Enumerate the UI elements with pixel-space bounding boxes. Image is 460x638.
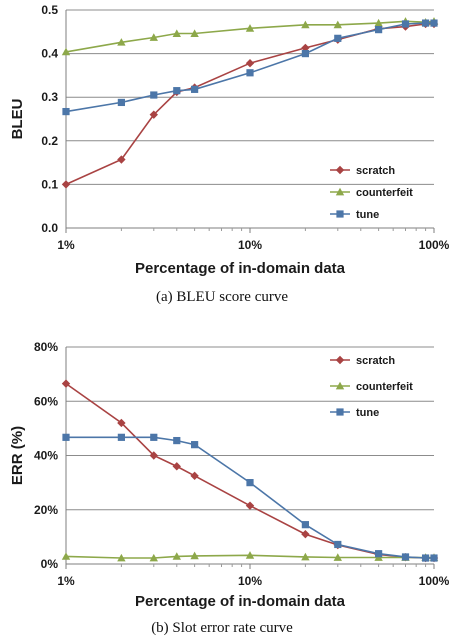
data-point-counterfeit bbox=[190, 29, 199, 37]
data-point-tune bbox=[246, 69, 254, 77]
data-point-scratch bbox=[117, 155, 126, 164]
data-point-scratch bbox=[149, 451, 158, 460]
data-point-counterfeit bbox=[301, 552, 310, 561]
data-point-counterfeit bbox=[333, 20, 342, 29]
data-point-tune bbox=[150, 91, 158, 99]
x-axis-label: Percentage of in-domain data bbox=[135, 260, 346, 277]
data-point-scratch bbox=[190, 471, 199, 481]
data-point-scratch bbox=[117, 418, 126, 428]
x-tick-label: 100% bbox=[419, 574, 450, 588]
series-tune bbox=[62, 19, 438, 116]
data-point-tune bbox=[334, 34, 342, 42]
x-tick-label: 1% bbox=[57, 574, 75, 588]
data-point-tune bbox=[191, 441, 199, 449]
x-tick-label: 10% bbox=[238, 238, 262, 252]
chart-1: 0.0 0.1 0.2 0.3 0.4 0.5 1% 10% 100% Percentage of… bbox=[9, 3, 450, 277]
x-tick-label: 1% bbox=[57, 238, 75, 252]
legend-marker-tune bbox=[336, 408, 344, 416]
data-point-counterfeit bbox=[374, 18, 383, 27]
data-point-tune bbox=[375, 26, 383, 34]
y-tick-label: 0.0 bbox=[41, 221, 58, 235]
data-point-tune bbox=[301, 521, 309, 529]
data-point-scratch bbox=[61, 180, 71, 189]
data-point-tune bbox=[150, 433, 158, 441]
legend-label-counterfeit: counterfeit bbox=[356, 187, 413, 199]
y-tick-label: 0.2 bbox=[41, 134, 58, 148]
series-tune bbox=[62, 433, 438, 562]
data-point-tune bbox=[334, 540, 342, 549]
x-tick-label: 10% bbox=[238, 574, 262, 588]
data-point-scratch bbox=[172, 462, 181, 471]
legend: scratch counterfeit tune bbox=[330, 165, 413, 221]
data-point-counterfeit bbox=[61, 47, 71, 56]
data-point-tune bbox=[117, 433, 125, 441]
data-point-tune bbox=[430, 19, 438, 27]
data-point-counterfeit bbox=[245, 551, 255, 559]
data-point-counterfeit bbox=[117, 38, 126, 46]
legend-label-counterfeit: counterfeit bbox=[356, 381, 413, 393]
figure-caption: (b) Slot error rate curve bbox=[151, 620, 293, 636]
data-point-tune bbox=[246, 479, 254, 487]
legend-label-tune: tune bbox=[356, 407, 379, 419]
y-tick-label: 60% bbox=[34, 394, 58, 408]
data-point-tune bbox=[191, 85, 199, 93]
x-tick-label: 100% bbox=[419, 238, 450, 252]
data-point-tune bbox=[421, 19, 430, 27]
data-point-scratch bbox=[61, 379, 71, 388]
data-point-scratch bbox=[301, 529, 310, 539]
series-counterfeit bbox=[61, 17, 439, 56]
legend-marker-scratch bbox=[335, 165, 345, 175]
data-point-tune bbox=[173, 87, 181, 95]
data-point-tune bbox=[401, 20, 410, 28]
data-point-counterfeit bbox=[172, 552, 181, 560]
y-tick-label: 0.4 bbox=[41, 47, 58, 61]
data-point-tune bbox=[375, 550, 383, 558]
data-point-counterfeit bbox=[333, 553, 342, 561]
y-tick-label: 20% bbox=[34, 503, 58, 517]
data-point-counterfeit bbox=[61, 552, 71, 560]
y-tick-label: 80% bbox=[34, 340, 58, 354]
data-point-tune bbox=[62, 107, 70, 116]
legend-marker-counterfeit bbox=[335, 381, 345, 390]
legend-label-tune: tune bbox=[356, 209, 379, 221]
data-point-counterfeit bbox=[190, 551, 199, 560]
legend-marker-tune bbox=[336, 210, 344, 218]
data-point-tune bbox=[421, 554, 430, 562]
figure-caption: (a) BLEU score curve bbox=[156, 289, 288, 305]
data-point-counterfeit bbox=[149, 33, 158, 41]
data-point-counterfeit bbox=[245, 24, 255, 32]
data-point-counterfeit bbox=[117, 553, 126, 562]
legend-label-scratch: scratch bbox=[356, 355, 395, 367]
data-point-tune bbox=[430, 554, 438, 562]
series-scratch bbox=[61, 379, 439, 563]
legend-marker-scratch bbox=[335, 355, 345, 365]
chart-2: 0% 20% 40% 60% 80% 1% 10% 100% Percentage of in-… bbox=[9, 340, 450, 610]
y-tick-label: 0% bbox=[41, 557, 59, 571]
data-point-tune bbox=[301, 50, 309, 58]
legend-label-scratch: scratch bbox=[356, 165, 395, 177]
data-point-counterfeit bbox=[301, 20, 310, 29]
data-point-tune bbox=[173, 436, 181, 445]
y-tick-label: 0.5 bbox=[41, 3, 58, 17]
y-tick-label: 0.1 bbox=[41, 177, 58, 191]
data-point-tune bbox=[117, 98, 125, 107]
data-point-scratch bbox=[245, 58, 255, 68]
data-point-counterfeit bbox=[149, 553, 158, 562]
y-axis-label: ERR (%) bbox=[9, 426, 26, 485]
data-point-counterfeit bbox=[172, 29, 181, 37]
legend: scratch counterfeit tune bbox=[330, 355, 413, 419]
legend-marker-counterfeit bbox=[335, 187, 345, 196]
data-point-scratch bbox=[245, 501, 255, 510]
y-axis-label: BLEU bbox=[9, 99, 26, 140]
y-tick-label: 0.3 bbox=[41, 90, 58, 104]
x-axis-label: Percentage of in-domain data bbox=[135, 593, 346, 610]
data-point-scratch bbox=[149, 110, 158, 119]
data-point-tune bbox=[62, 433, 70, 441]
data-point-tune bbox=[401, 553, 410, 561]
y-tick-label: 40% bbox=[34, 449, 58, 463]
